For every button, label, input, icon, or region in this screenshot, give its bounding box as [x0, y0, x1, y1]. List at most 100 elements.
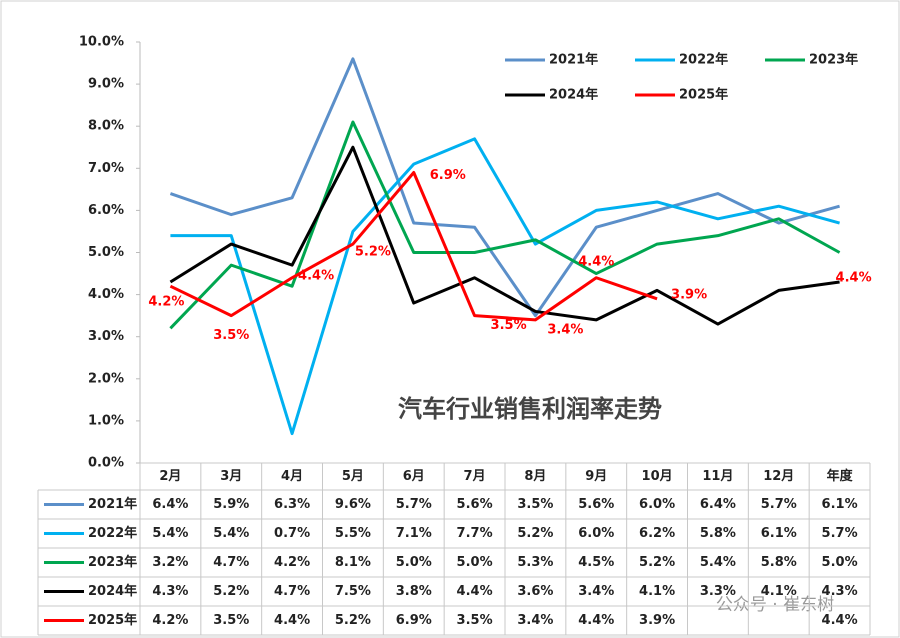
- table-cell: 4.3%: [822, 584, 858, 599]
- y-tick-label: 3.0%: [88, 329, 124, 344]
- table-cell: 5.4%: [152, 526, 188, 541]
- table-cell: 6.3%: [274, 497, 310, 512]
- data-label: 5.2%: [355, 245, 391, 260]
- table-cell: 3.2%: [152, 555, 188, 570]
- table-cell: 5.4%: [700, 555, 736, 570]
- x-tick-label: 年度: [827, 468, 854, 484]
- table-cell: 4.1%: [639, 584, 675, 599]
- table-cell: 3.4%: [578, 584, 614, 599]
- table-cell: 5.4%: [213, 526, 249, 541]
- y-tick-label: 10.0%: [79, 35, 124, 50]
- table-cell: 5.9%: [213, 497, 249, 512]
- x-tick-label: 4月: [281, 469, 303, 484]
- table-cell: 6.4%: [700, 497, 736, 512]
- data-label: 4.4%: [298, 268, 334, 283]
- table-cell: 5.7%: [396, 497, 432, 512]
- y-tick-label: 2.0%: [88, 371, 124, 386]
- table-cell: 4.3%: [152, 584, 188, 599]
- legend-label: 2025年: [88, 612, 137, 628]
- y-tick-label: 0.0%: [88, 456, 124, 471]
- legend-label: 2022年: [88, 525, 137, 541]
- legend-label: 2023年: [809, 52, 858, 68]
- table-cell: 7.7%: [457, 526, 493, 541]
- y-tick-label: 4.0%: [88, 287, 124, 302]
- legend-label: 2024年: [549, 87, 598, 103]
- legend-label: 2025年: [679, 87, 728, 103]
- legend-label: 2021年: [88, 496, 137, 512]
- table-cell: 5.2%: [335, 613, 371, 628]
- table-cell: 3.5%: [517, 497, 553, 512]
- table-cell: 5.7%: [822, 526, 858, 541]
- table-cell: 5.0%: [457, 555, 493, 570]
- table-cell: 5.2%: [639, 555, 675, 570]
- table-cell: 5.7%: [761, 497, 797, 512]
- x-tick-label: 9月: [585, 469, 607, 484]
- table-cell: 5.2%: [213, 584, 249, 599]
- table-cell: 4.7%: [274, 584, 310, 599]
- table-cell: 7.1%: [396, 526, 432, 541]
- x-tick-label: 10月: [642, 469, 673, 484]
- watermark: 公众号 · 崔东树: [716, 595, 834, 615]
- table-cell: 3.9%: [639, 613, 675, 628]
- table-cell: 3.5%: [457, 613, 493, 628]
- table-cell: 7.5%: [335, 584, 371, 599]
- y-tick-label: 9.0%: [88, 77, 124, 92]
- table-cell: 6.0%: [639, 497, 675, 512]
- x-tick-label: 5月: [342, 469, 364, 484]
- table-cell: 3.6%: [517, 584, 553, 599]
- x-tick-label: 3月: [220, 469, 242, 484]
- legend-label: 2021年: [549, 52, 598, 68]
- table-cell: 4.1%: [761, 584, 797, 599]
- x-tick-label: 6月: [403, 469, 425, 484]
- table-cell: 4.4%: [578, 613, 614, 628]
- table-cell: 5.3%: [517, 555, 553, 570]
- table-cell: 0.7%: [274, 526, 310, 541]
- data-label: 6.9%: [430, 168, 466, 183]
- table-cell: 9.6%: [335, 497, 371, 512]
- series-line: [170, 137, 840, 436]
- data-label: 3.9%: [671, 287, 707, 302]
- table-cell: 8.1%: [335, 555, 371, 570]
- table-cell: 5.6%: [578, 497, 614, 512]
- table-cell: 4.4%: [822, 613, 858, 628]
- table-cell: 5.8%: [761, 555, 797, 570]
- legend-label: 2024年: [88, 583, 137, 599]
- table-cell: 6.9%: [396, 613, 432, 628]
- data-label: 4.4%: [836, 270, 872, 285]
- data-label: 3.4%: [547, 322, 583, 337]
- table-cell: 4.5%: [578, 555, 614, 570]
- data-label: 4.4%: [578, 254, 614, 269]
- table-cell: 5.6%: [457, 497, 493, 512]
- table-cell: 3.4%: [517, 613, 553, 628]
- data-label: 3.5%: [213, 328, 249, 343]
- table-cell: 5.0%: [396, 555, 432, 570]
- x-tick-label: 12月: [763, 469, 794, 484]
- table-cell: 6.2%: [639, 526, 675, 541]
- series-line: [169, 145, 840, 326]
- table-cell: 4.4%: [457, 584, 493, 599]
- table-cell: 5.2%: [517, 526, 553, 541]
- table-cell: 5.5%: [335, 526, 371, 541]
- table-cell: 5.8%: [700, 526, 736, 541]
- x-tick-label: 8月: [524, 469, 546, 484]
- x-tick-label: 2月: [159, 469, 181, 484]
- y-tick-label: 8.0%: [88, 119, 124, 134]
- y-tick-label: 7.0%: [88, 161, 124, 176]
- table-cell: 3.5%: [213, 613, 249, 628]
- table-cell: 3.3%: [700, 584, 736, 599]
- table-cell: 3.8%: [396, 584, 432, 599]
- legend-label: 2022年: [679, 52, 728, 68]
- data-label: 3.5%: [491, 318, 527, 333]
- table-cell: 5.0%: [822, 555, 858, 570]
- series-line: [169, 120, 841, 330]
- y-tick-label: 5.0%: [88, 245, 124, 260]
- table-cell: 4.2%: [274, 555, 310, 570]
- x-tick-label: 7月: [464, 469, 486, 484]
- series-line: [169, 57, 840, 318]
- x-tick-label: 11月: [702, 469, 733, 484]
- data-label: 4.2%: [148, 295, 184, 310]
- table-cell: 6.1%: [822, 497, 858, 512]
- table-cell: 6.4%: [152, 497, 188, 512]
